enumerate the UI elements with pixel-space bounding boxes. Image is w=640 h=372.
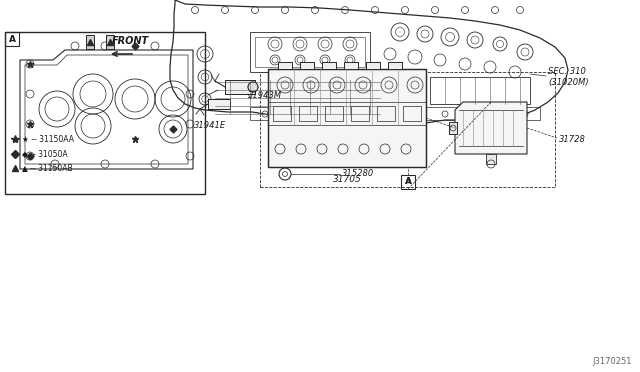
Text: 31941E: 31941E [194,121,226,130]
Bar [344,62,358,69]
Bar [208,99,230,109]
Bar [273,106,291,121]
Text: J3170251: J3170251 [593,357,632,366]
Bar [300,62,314,69]
Bar [268,69,426,167]
Text: SEC. 310
(31020M): SEC. 310 (31020M) [548,67,589,87]
Bar [322,62,336,69]
Bar [449,122,457,134]
Bar [366,62,380,69]
Bar [325,106,343,121]
Bar [401,175,415,189]
Bar [5,32,19,46]
Bar [377,106,395,121]
Bar [322,62,336,69]
Bar [299,106,317,121]
Polygon shape [455,102,527,154]
Bar [351,106,369,121]
Bar [5,32,205,194]
Bar [106,35,114,49]
Bar [225,80,255,94]
Circle shape [248,82,258,92]
Bar [388,62,402,69]
Bar [268,69,426,167]
Text: 31943M: 31943M [248,91,282,100]
Bar [208,99,230,109]
Text: 31705: 31705 [333,175,362,184]
Text: ▲ -- 31150AB: ▲ -- 31150AB [22,164,72,173]
Bar [449,122,457,134]
Bar [86,35,94,49]
Bar [388,62,402,69]
Bar [403,106,421,121]
Bar [260,72,555,187]
Bar [225,80,255,94]
Text: 31728: 31728 [559,135,586,144]
Text: A: A [8,35,15,44]
Text: ◆ -- 31050A: ◆ -- 31050A [22,150,68,158]
Bar [106,35,114,49]
Bar [486,154,496,164]
Text: FRONT: FRONT [111,36,148,46]
Text: ★ -- 31150AA: ★ -- 31150AA [22,135,74,144]
Text: 315280: 315280 [342,170,374,179]
Text: A: A [404,177,412,186]
Bar [344,62,358,69]
Bar [278,62,292,69]
Bar [366,62,380,69]
Bar [300,62,314,69]
Bar [86,35,94,49]
Bar [278,62,292,69]
